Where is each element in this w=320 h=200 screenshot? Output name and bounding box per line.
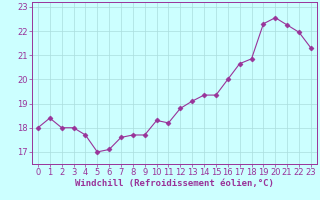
X-axis label: Windchill (Refroidissement éolien,°C): Windchill (Refroidissement éolien,°C) — [75, 179, 274, 188]
